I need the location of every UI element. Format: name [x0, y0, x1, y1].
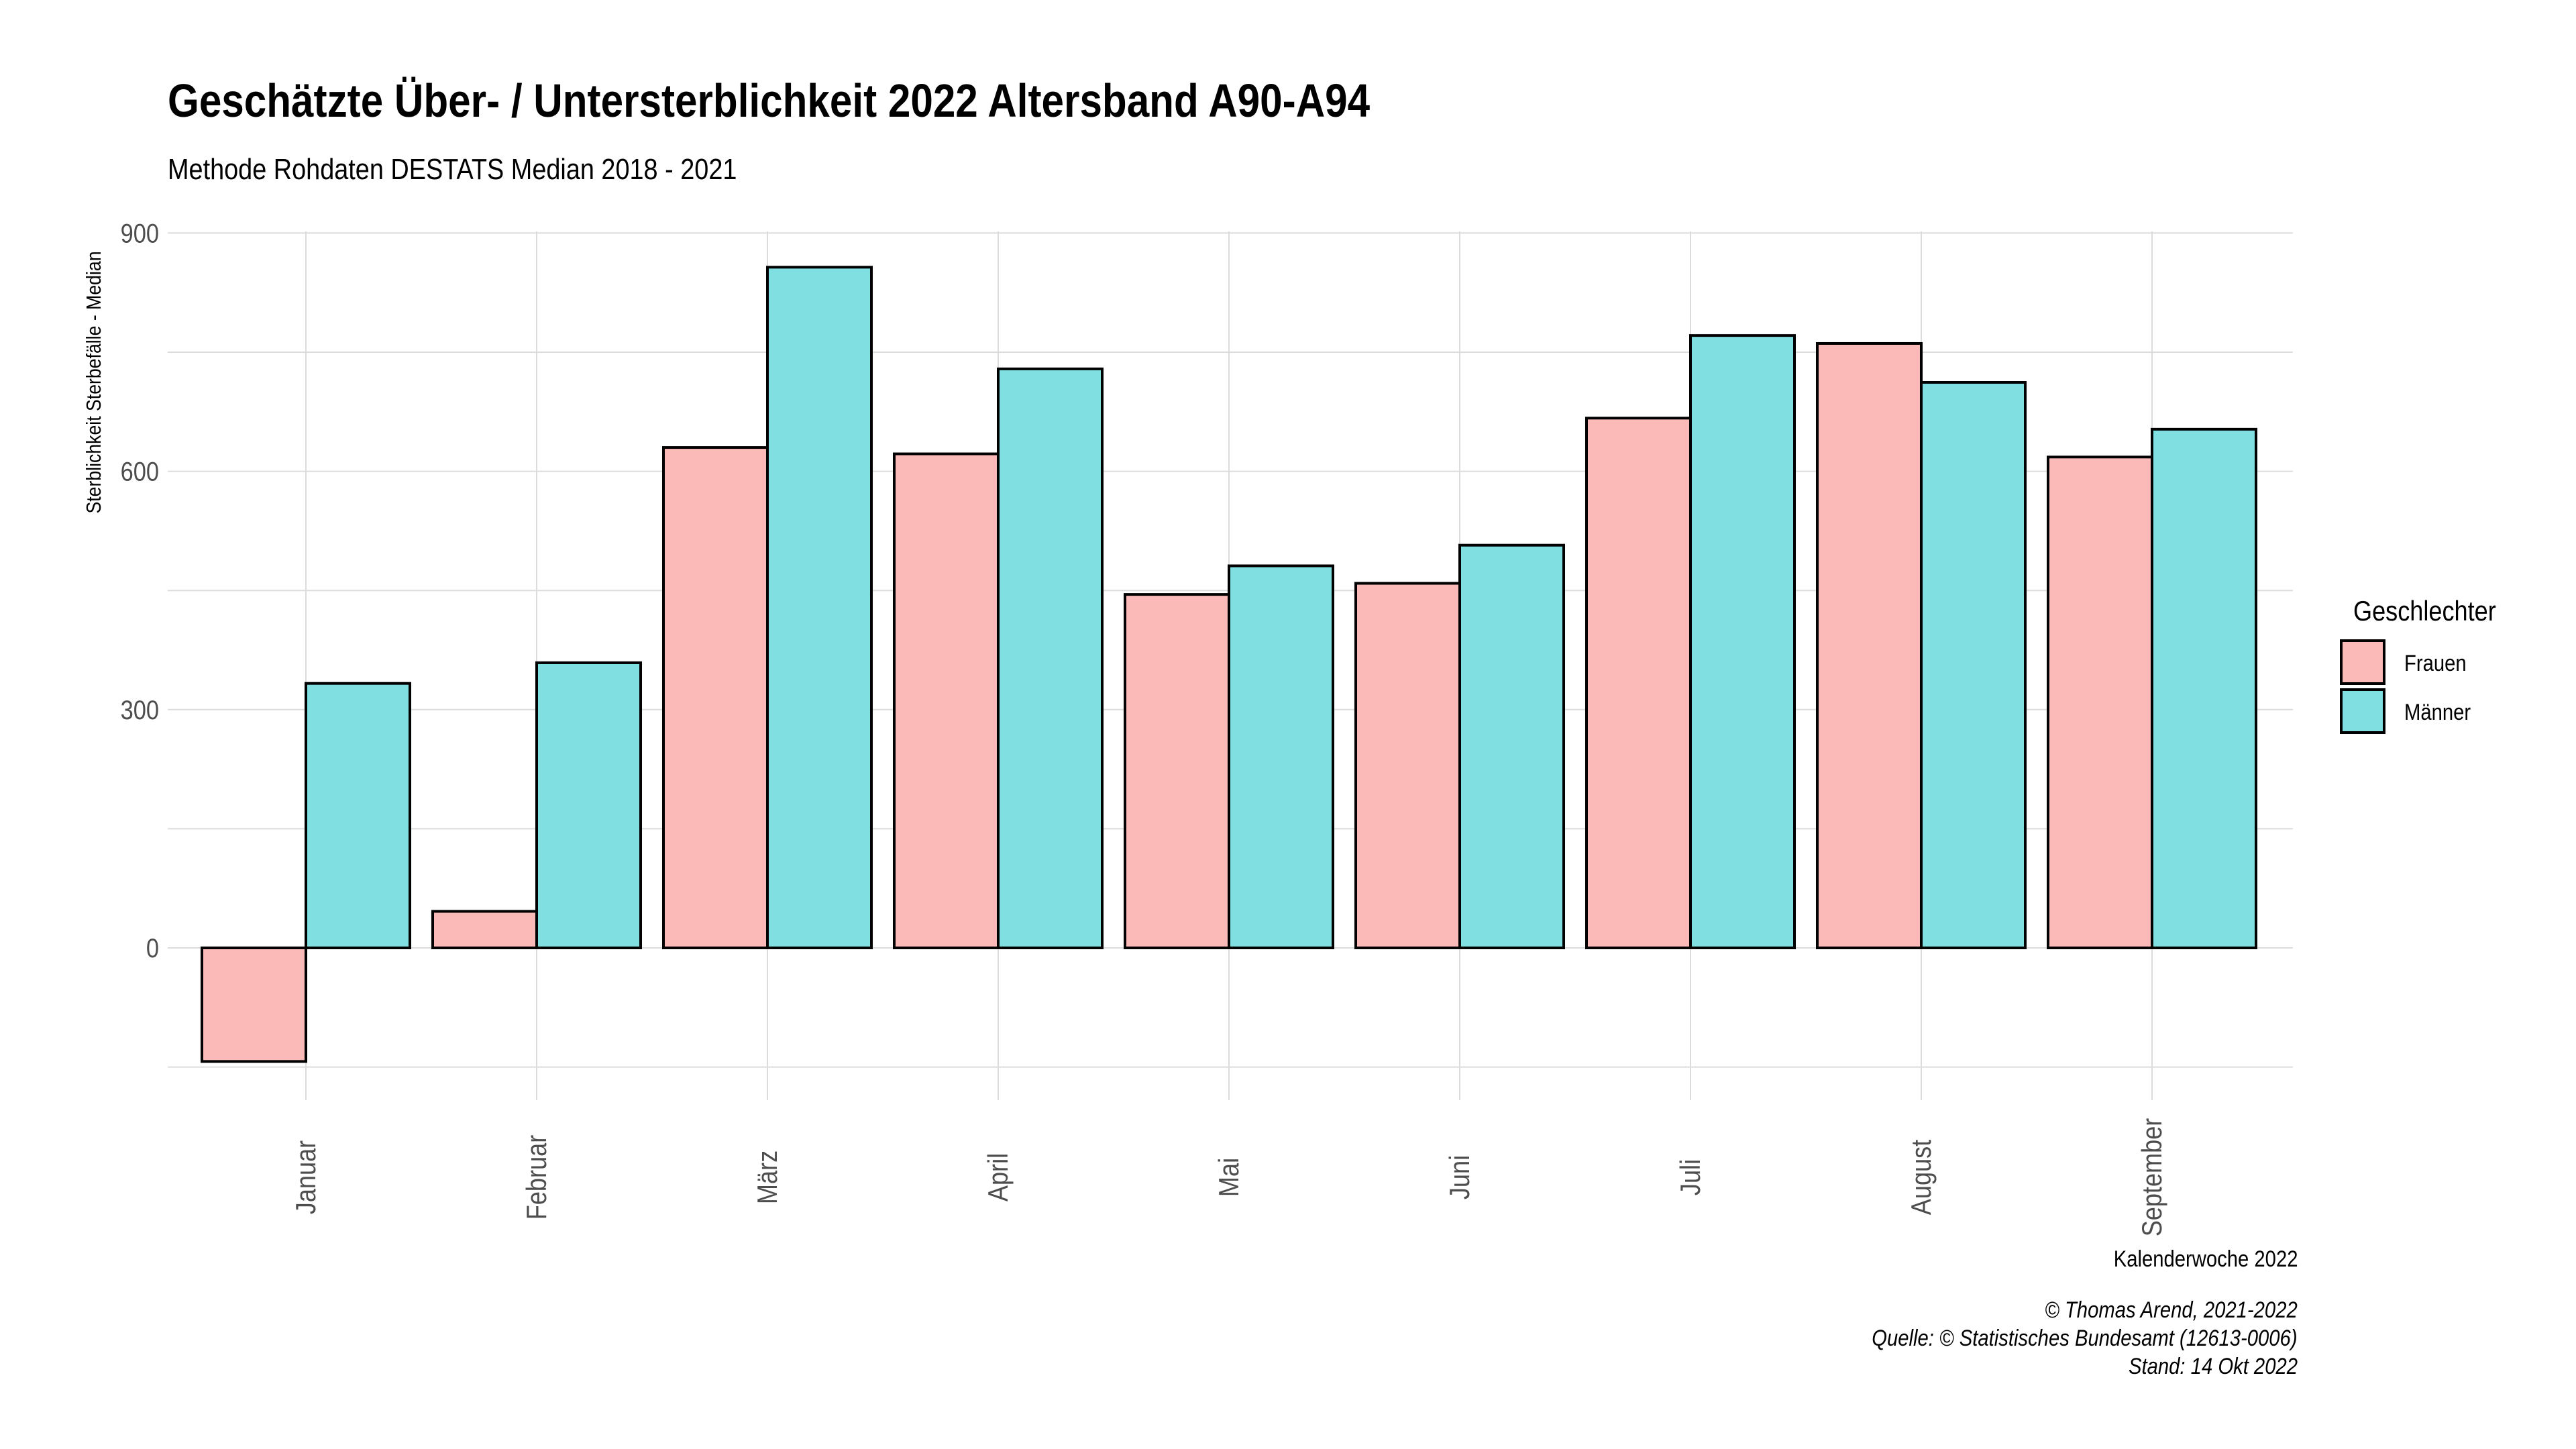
x-axis-label: Kalenderwoche 2022: [2113, 1246, 2298, 1272]
x-tick-label: August: [1907, 1140, 1937, 1216]
x-tick-labels: Januar Februar März April Mai Juni Juli August S…: [291, 1118, 2168, 1237]
caption-source: Quelle: © Statistisches Bundesamt (12613…: [1872, 1326, 2298, 1351]
bar-frauen: [1816, 341, 1923, 949]
y-tick-label: 0: [146, 933, 159, 963]
bar-frauen: [893, 452, 1000, 949]
legend-label: Männer: [2404, 699, 2471, 725]
x-tick-label: Januar: [291, 1140, 322, 1214]
x-tick-label: Juli: [1676, 1159, 1707, 1195]
x-tick-label: März: [753, 1150, 784, 1204]
bar-mnner: [305, 682, 411, 950]
y-tick-label: 600: [121, 456, 159, 486]
chart-subtitle: Methode Rohdaten DESTATS Median 2018 - 2…: [168, 153, 737, 186]
legend-title: Geschlechter: [2353, 596, 2496, 627]
chart-title: Geschätzte Über- / Untersterblichkeit 20…: [168, 74, 1371, 127]
bar-mnner: [997, 367, 1104, 949]
y-axis-label: Sterblichkeit Sterbefälle - Median: [83, 251, 105, 513]
bars: [201, 266, 2257, 1063]
bar-mnner: [1920, 380, 2027, 949]
x-tick-label: Juni: [1445, 1155, 1476, 1199]
bar-frauen: [1585, 417, 1692, 949]
bar-mnner: [2151, 427, 2257, 949]
bar-frauen: [1124, 593, 1230, 949]
legend-swatch: [2340, 688, 2385, 734]
bar-frauen: [2047, 455, 2153, 949]
legend[interactable]: Geschlechter Frauen Männer: [2340, 596, 2496, 734]
y-tick-labels: 0 300 600 900: [121, 218, 159, 963]
bar-mnner: [1228, 564, 1334, 949]
bar-mnner: [1458, 543, 1565, 949]
bar-mnner: [766, 266, 873, 949]
caption-date: Stand: 14 Okt 2022: [2129, 1354, 2298, 1379]
bar-frauen: [201, 947, 307, 1063]
bar-frauen: [431, 910, 538, 950]
x-tick-label: Mai: [1214, 1158, 1245, 1197]
x-tick-label: September: [2137, 1118, 2168, 1237]
legend-swatch: [2340, 639, 2385, 685]
caption-author: © Thomas Arend, 2021-2022: [2045, 1297, 2298, 1323]
bar-mnner: [1689, 334, 1796, 949]
legend-label: Frauen: [2404, 650, 2467, 676]
x-tick-label: Februar: [522, 1135, 553, 1220]
y-tick-label: 300: [121, 694, 159, 724]
x-tick-label: April: [983, 1153, 1014, 1201]
bar-mnner: [535, 661, 642, 949]
bar-frauen: [1354, 582, 1461, 949]
y-tick-label: 900: [121, 218, 159, 248]
bar-frauen: [662, 446, 769, 949]
